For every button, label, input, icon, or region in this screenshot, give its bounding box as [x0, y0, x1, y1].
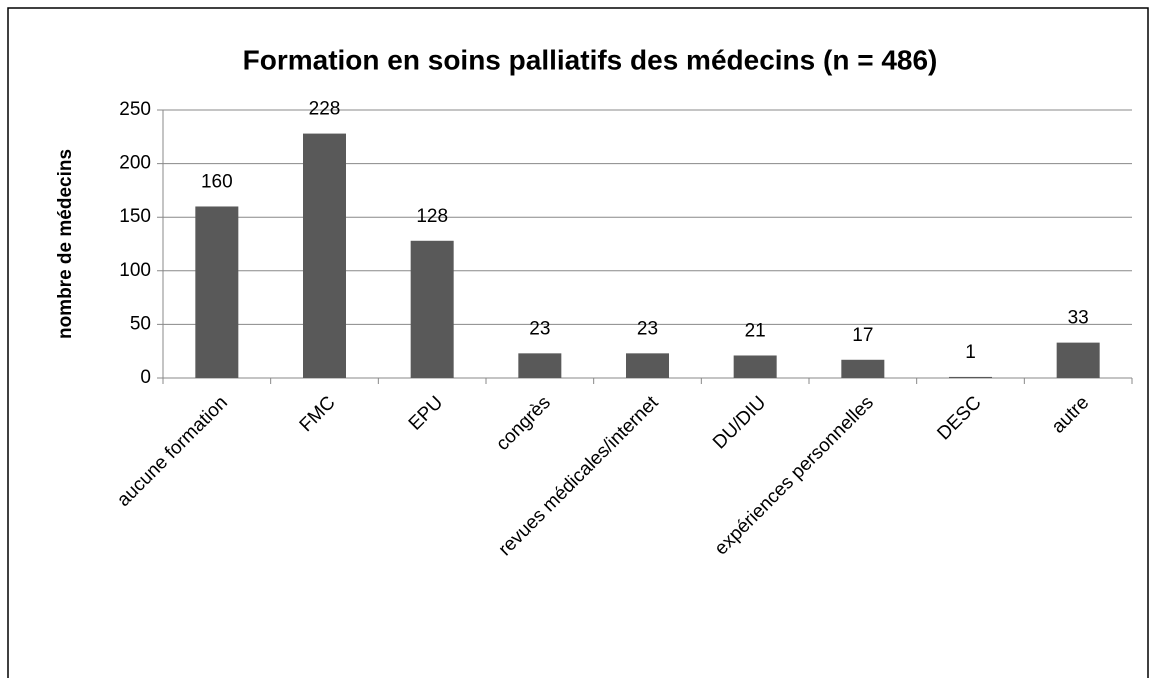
bar	[303, 133, 346, 378]
data-label: 33	[1068, 308, 1089, 329]
bar	[949, 376, 992, 378]
chart-title: Formation en soins palliatifs des médeci…	[243, 44, 938, 75]
bar	[733, 355, 777, 378]
y-tick-label: 250	[119, 99, 151, 120]
y-axis-label: nombre de médecins	[55, 149, 76, 339]
x-tick-label: autre	[1048, 392, 1093, 437]
data-label: 21	[745, 321, 766, 342]
data-label: 1	[965, 342, 976, 363]
bar	[195, 206, 239, 378]
bar	[841, 359, 885, 378]
y-tick-label: 200	[119, 153, 151, 174]
frame	[7, 7, 1149, 678]
x-tick-label: DESC	[933, 392, 985, 444]
bar	[626, 353, 669, 378]
data-label: 23	[637, 318, 658, 339]
x-tick-label: aucune formation	[113, 392, 232, 511]
x-tick-label: EPU	[405, 392, 447, 434]
y-tick-label: 0	[140, 367, 151, 388]
x-tick-label: FMC	[296, 392, 340, 436]
y-tick-label: 150	[119, 206, 151, 227]
y-tick-label: 100	[119, 260, 151, 281]
x-tick-label: congrès	[492, 392, 555, 455]
bar	[518, 353, 562, 378]
data-label: 160	[201, 171, 233, 192]
data-label: 23	[529, 318, 550, 339]
data-label: 228	[309, 99, 341, 120]
data-label: 17	[852, 325, 873, 346]
y-tick-label: 50	[130, 313, 151, 334]
bar	[410, 240, 454, 378]
data-label: 128	[416, 206, 448, 227]
x-tick-label: DU/DIU	[709, 392, 770, 453]
bar	[1056, 342, 1100, 378]
